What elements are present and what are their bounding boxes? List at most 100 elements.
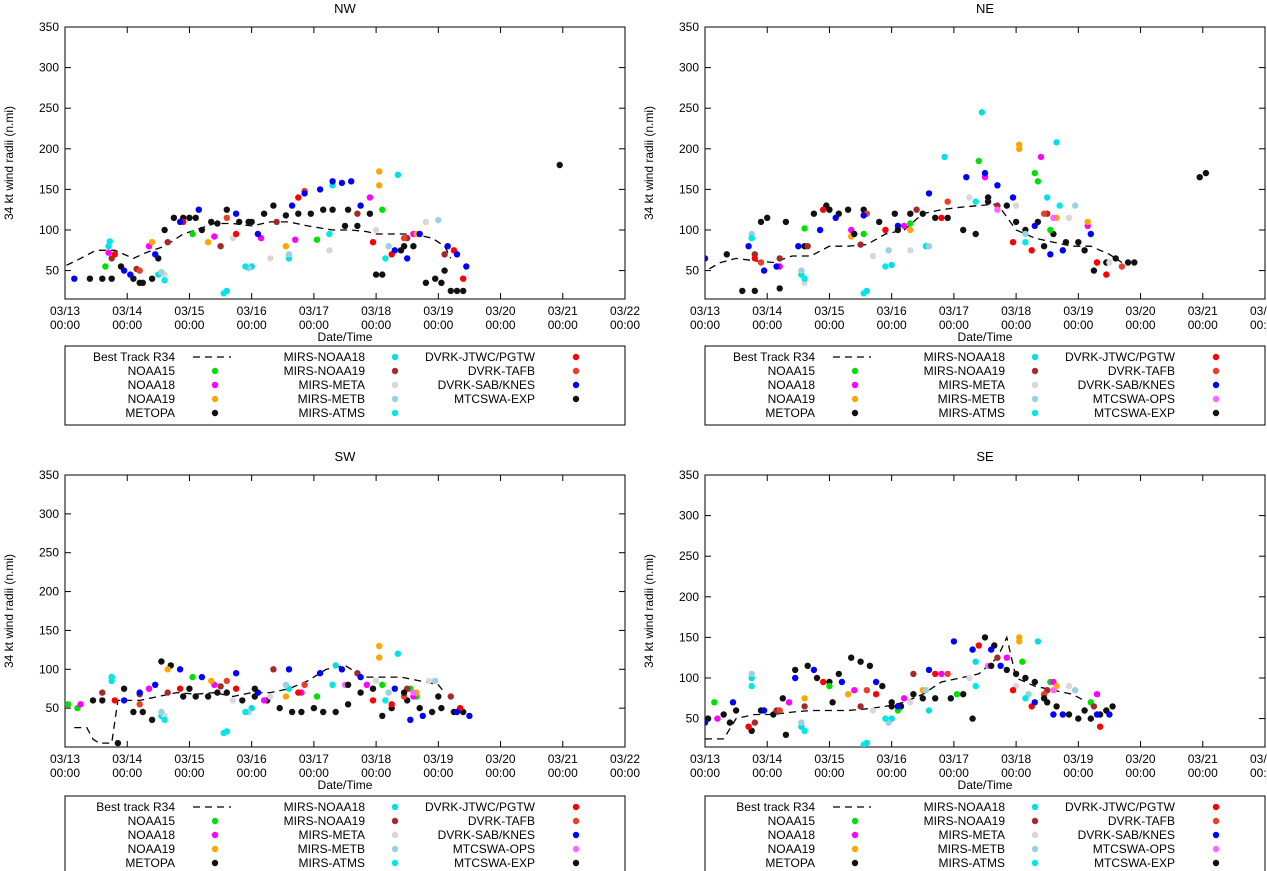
y-axis-label: 34 kt wind radii (n.mi) bbox=[2, 106, 16, 220]
legend-marker bbox=[851, 367, 859, 375]
legend-marker bbox=[1212, 395, 1220, 403]
point-dvrk-sab-knes bbox=[1059, 247, 1067, 254]
x-tick-label: 03/20 bbox=[1126, 304, 1156, 318]
point-metopa bbox=[981, 634, 989, 641]
x-tick-label: 00:00 bbox=[361, 766, 391, 780]
point-metopa bbox=[344, 701, 352, 708]
point-dvrk-sab-knes bbox=[705, 719, 709, 726]
point-dvrk-sab-knes bbox=[745, 243, 752, 250]
point-mtcswa-exp bbox=[1040, 695, 1048, 702]
point-mirs-noaa19 bbox=[1090, 703, 1098, 710]
legend-label: MTCSWA-OPS bbox=[1093, 842, 1175, 856]
x-tick-label: 03/16 bbox=[877, 752, 907, 766]
legend-marker bbox=[391, 817, 399, 825]
point-noaa15 bbox=[953, 691, 961, 698]
point-dvrk-sab-knes bbox=[1106, 711, 1113, 718]
x-tick-label: 03/18 bbox=[1001, 752, 1031, 766]
point-mirs-atms bbox=[882, 715, 889, 722]
point-mirs-meta bbox=[372, 226, 380, 234]
point-mirs-metb bbox=[1022, 230, 1029, 238]
point-metopa bbox=[214, 689, 221, 696]
point-dvrk-sab-knes bbox=[988, 646, 995, 653]
point-mirs-meta bbox=[267, 693, 274, 700]
legend-marker bbox=[391, 381, 399, 389]
panel-title: NE bbox=[976, 1, 994, 16]
point-mtcswa-exp bbox=[1131, 259, 1138, 266]
point-mirs-noaa19 bbox=[801, 703, 808, 710]
y-tick-label: 350 bbox=[39, 20, 59, 34]
x-tick-label: 03/13 bbox=[690, 304, 720, 318]
legend-label: METOPA bbox=[125, 406, 175, 420]
legend-label: NOAA15 bbox=[768, 364, 816, 378]
point-mirs-noaa19 bbox=[270, 666, 277, 673]
point-mirs-atms bbox=[106, 238, 114, 245]
legend-label: DVRK-SAB/KNES bbox=[438, 378, 535, 392]
point-dvrk-sab-knes bbox=[1047, 251, 1054, 258]
legend-label: MIRS-METB bbox=[298, 842, 365, 856]
point-mirs-atms bbox=[748, 682, 755, 690]
point-metopa bbox=[329, 206, 336, 213]
x-axis-label: Date/Time bbox=[318, 330, 373, 344]
point-dvrk-sab-knes bbox=[232, 210, 240, 217]
point-mirs-noaa19 bbox=[164, 239, 171, 246]
point-mirs-noaa19 bbox=[857, 241, 864, 248]
point-metopa bbox=[198, 226, 206, 234]
point-dvrk-sab-knes bbox=[127, 271, 134, 278]
point-dvrk-jtwc-pgtw bbox=[1096, 723, 1104, 730]
point-dvrk-jtwc-pgtw bbox=[820, 206, 827, 213]
point-metopa bbox=[1090, 267, 1098, 274]
point-dvrk-jtwc-pgtw bbox=[882, 226, 889, 234]
x-tick-label: 03/17 bbox=[299, 304, 329, 318]
point-metopa bbox=[130, 708, 137, 716]
plot-frame bbox=[704, 474, 1266, 748]
point-noaa15 bbox=[860, 230, 867, 238]
legend-marker bbox=[1212, 803, 1220, 811]
point-metopa bbox=[1012, 218, 1020, 226]
point-dvrk-sab-knes bbox=[357, 673, 364, 681]
point-metopa bbox=[1202, 169, 1210, 177]
legend-marker bbox=[391, 367, 399, 375]
point-dvrk-sab-knes bbox=[760, 267, 768, 274]
point-mirs-noaa19 bbox=[776, 255, 783, 262]
x-tick-label: 00:00 bbox=[1188, 318, 1218, 332]
plot-frame bbox=[64, 474, 626, 748]
x-tick-label: 00:00 bbox=[112, 766, 142, 780]
y-tick-label: 50 bbox=[46, 264, 60, 278]
x-tick-label: 00:00 bbox=[1126, 318, 1156, 332]
point-mirs-noaa19 bbox=[273, 218, 280, 226]
point-mtcswa-exp bbox=[344, 681, 352, 688]
point-metopa bbox=[792, 666, 799, 674]
legend-marker bbox=[1212, 817, 1220, 825]
point-dvrk-sab-knes bbox=[997, 662, 1004, 669]
point-dvrk-sab-knes bbox=[453, 251, 461, 258]
legend-marker bbox=[391, 803, 399, 811]
y-tick-label: 150 bbox=[679, 182, 699, 196]
x-tick-label: 00:00 bbox=[50, 318, 80, 332]
legend-label: NOAA19 bbox=[768, 842, 816, 856]
point-dvrk-tafb bbox=[944, 198, 951, 205]
legend-marker bbox=[851, 409, 859, 417]
x-tick-label: 03/19 bbox=[423, 752, 453, 766]
point-metopa bbox=[276, 704, 283, 712]
point-mtcswa-exp bbox=[723, 251, 730, 258]
point-noaa19 bbox=[282, 693, 290, 700]
point-metopa bbox=[372, 271, 380, 278]
point-mirs-metb bbox=[798, 719, 805, 726]
point-dvrk-tafb bbox=[400, 234, 408, 242]
point-metopa bbox=[782, 218, 790, 226]
point-noaa18 bbox=[366, 194, 374, 201]
x-tick-label: 03/17 bbox=[299, 752, 329, 766]
point-metopa bbox=[108, 275, 115, 282]
point-metopa bbox=[161, 226, 168, 234]
point-dvrk-jtwc-pgtw bbox=[975, 642, 982, 649]
point-dvrk-jtwc-pgtw bbox=[111, 697, 119, 704]
point-dvrk-jtwc-pgtw bbox=[1028, 247, 1035, 254]
point-dvrk-sab-knes bbox=[357, 202, 364, 209]
point-noaa18 bbox=[260, 697, 268, 704]
legend-label: MIRS-ATMS bbox=[299, 406, 365, 420]
legend-marker bbox=[572, 859, 580, 867]
legend-marker bbox=[1031, 353, 1039, 361]
point-dvrk-sab-knes bbox=[176, 218, 184, 226]
point-metopa bbox=[919, 210, 926, 217]
point-mirs-atms bbox=[1022, 695, 1029, 702]
